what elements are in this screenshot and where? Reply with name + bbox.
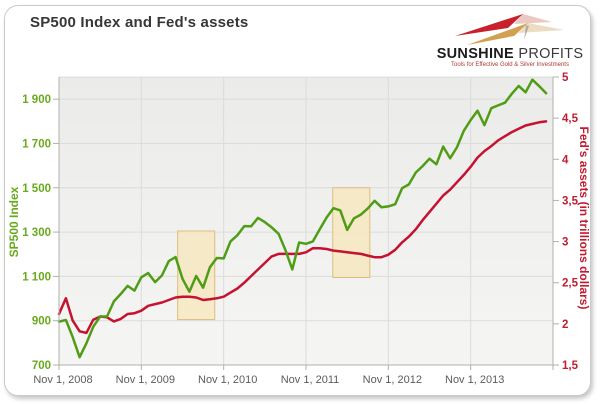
left-tick-label: 700 xyxy=(32,360,51,372)
left-tick-label: 1 700 xyxy=(22,138,51,150)
chart-title: SP500 Index and Fed's assets xyxy=(30,14,249,31)
x-tick-label: Nov 1, 2009 xyxy=(116,374,175,386)
series-line-fed-assets xyxy=(57,120,548,335)
logo-tagline: Tools for Effective Gold & Silver Invest… xyxy=(451,62,569,68)
logo-dart-needle xyxy=(524,25,529,40)
left-tick-label: 1 100 xyxy=(22,271,51,283)
left-tick-label: 1 500 xyxy=(22,183,51,195)
logo-dart-red-echo xyxy=(514,14,552,24)
series-line-sp500 xyxy=(57,78,548,359)
left-tick-label: 900 xyxy=(32,316,51,328)
left-tick-label: 1 900 xyxy=(22,94,51,106)
right-tick-label: 5 xyxy=(562,72,569,84)
right-tick-label: 2 xyxy=(562,319,568,331)
logo-name-bold: SUNSHINE xyxy=(436,46,515,62)
logo-dart-gold xyxy=(467,23,528,45)
logo-dart-gold-echo xyxy=(518,23,564,33)
x-tick-label: Nov 1, 2008 xyxy=(33,374,92,386)
logo-darts-icon xyxy=(455,14,564,45)
x-tick-label: Nov 1, 2012 xyxy=(363,374,422,386)
right-tick-label: 3,5 xyxy=(562,195,579,207)
logo-dart-red xyxy=(455,14,523,36)
highlight-box xyxy=(332,187,371,278)
right-tick-label: 1,5 xyxy=(562,360,579,372)
left-tick-label: 1 300 xyxy=(22,227,51,239)
right-tick-label: 4 xyxy=(562,154,569,166)
sunshine-profits-logo: SUNSHINE PROFITS Tools for Effective Gol… xyxy=(430,6,590,68)
right-tick-label: 3 xyxy=(562,237,568,249)
x-tick-label: Nov 1, 2013 xyxy=(445,374,504,386)
right-tick-label: 2,5 xyxy=(562,278,579,290)
x-tick-label: Nov 1, 2011 xyxy=(281,374,340,386)
logo-name: SUNSHINE PROFITS xyxy=(435,46,585,62)
x-tick-label: Nov 1, 2010 xyxy=(198,374,257,386)
right-tick-label: 4,5 xyxy=(562,113,579,125)
logo-name-light: PROFITS xyxy=(518,46,584,62)
